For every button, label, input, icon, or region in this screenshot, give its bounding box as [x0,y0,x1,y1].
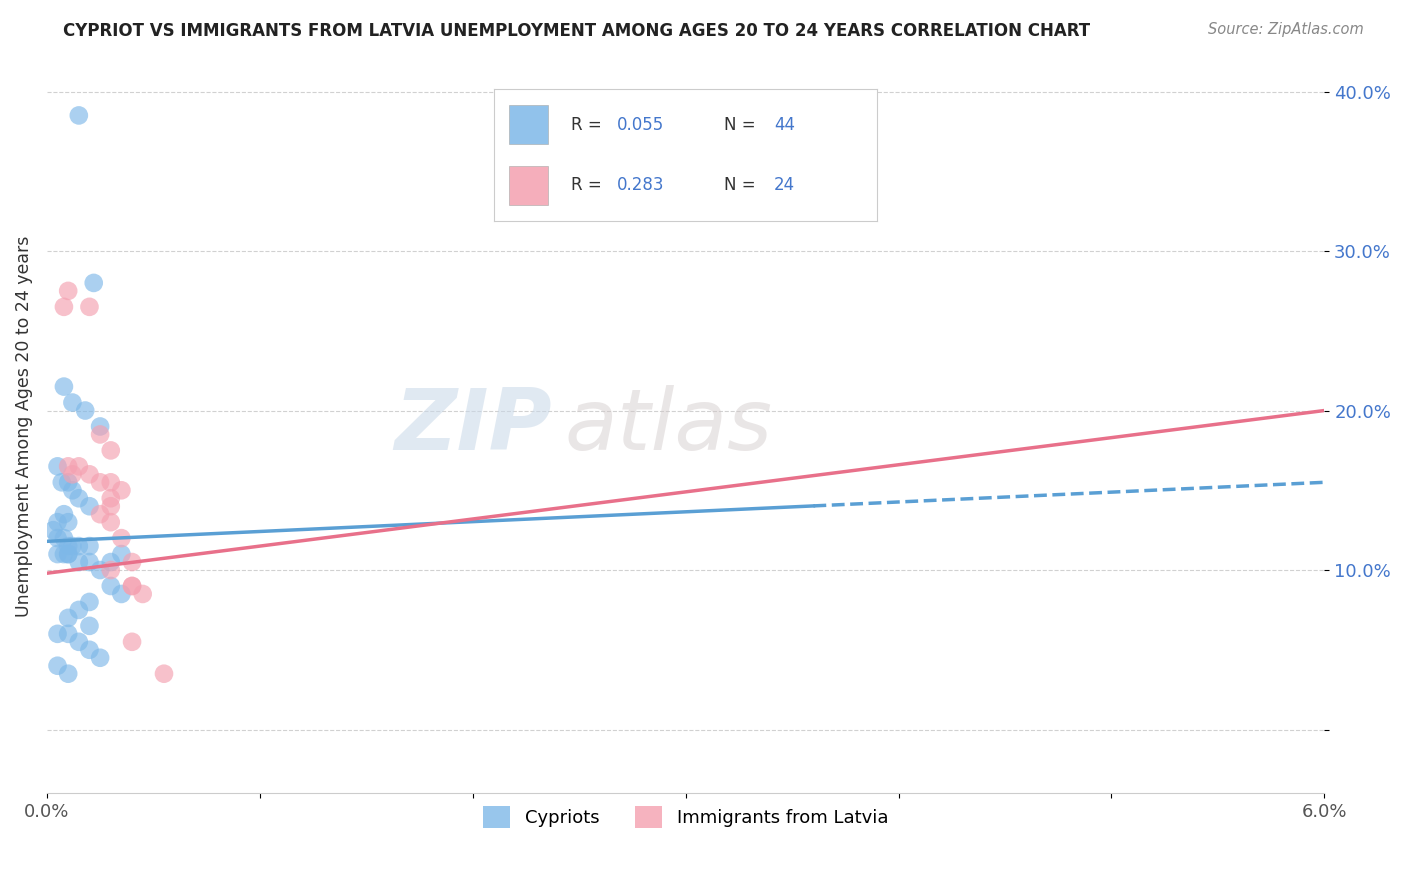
Point [89,475,111,490]
Point [100,563,122,577]
Point [67,108,90,122]
Point [46,627,69,641]
Point [100,515,122,529]
Point [62,467,84,482]
Point [83,276,105,290]
Legend: Cypriots, Immigrants from Latvia: Cypriots, Immigrants from Latvia [475,799,896,836]
Point [110,547,132,561]
Point [42,523,65,537]
Point [89,419,111,434]
Point [131,587,153,601]
Point [67,603,90,617]
Point [79,300,101,314]
Point [89,427,111,442]
Point [110,587,132,601]
Point [56,475,79,490]
Point [56,666,79,681]
Text: CYPRIOT VS IMMIGRANTS FROM LATVIA UNEMPLOYMENT AMONG AGES 20 TO 24 YEARS CORRELA: CYPRIOT VS IMMIGRANTS FROM LATVIA UNEMPL… [63,22,1091,40]
Point [121,635,143,649]
Point [67,555,90,569]
Point [121,555,143,569]
Point [56,547,79,561]
Point [100,491,122,506]
Point [52,379,75,393]
Point [56,284,79,298]
Point [100,500,122,514]
Point [52,547,75,561]
Point [67,635,90,649]
Point [67,459,90,474]
Point [62,539,84,553]
Point [67,539,90,553]
Point [51,475,73,490]
Point [100,555,122,569]
Point [89,507,111,521]
Point [46,515,69,529]
Point [121,579,143,593]
Point [52,507,75,521]
Point [56,515,79,529]
Point [100,475,122,490]
Point [110,483,132,498]
Point [153,666,176,681]
Point [110,531,132,545]
Point [46,658,69,673]
Point [75,403,97,417]
Point [56,539,79,553]
Point [79,619,101,633]
Point [89,563,111,577]
Point [62,395,84,409]
Point [100,443,122,458]
Point [62,483,84,498]
Point [79,642,101,657]
Point [46,547,69,561]
Point [79,467,101,482]
Point [56,547,79,561]
Point [56,611,79,625]
Point [79,595,101,609]
Point [89,650,111,665]
Point [100,579,122,593]
Y-axis label: Unemployment Among Ages 20 to 24 years: Unemployment Among Ages 20 to 24 years [15,235,32,617]
Point [79,500,101,514]
Point [52,531,75,545]
Point [56,627,79,641]
Point [46,531,69,545]
Text: ZIP: ZIP [394,385,551,468]
Point [52,300,75,314]
Point [121,579,143,593]
Point [67,491,90,506]
Point [46,459,69,474]
Text: Source: ZipAtlas.com: Source: ZipAtlas.com [1208,22,1364,37]
Point [79,539,101,553]
Text: atlas: atlas [564,385,772,468]
Point [79,555,101,569]
Point [56,459,79,474]
